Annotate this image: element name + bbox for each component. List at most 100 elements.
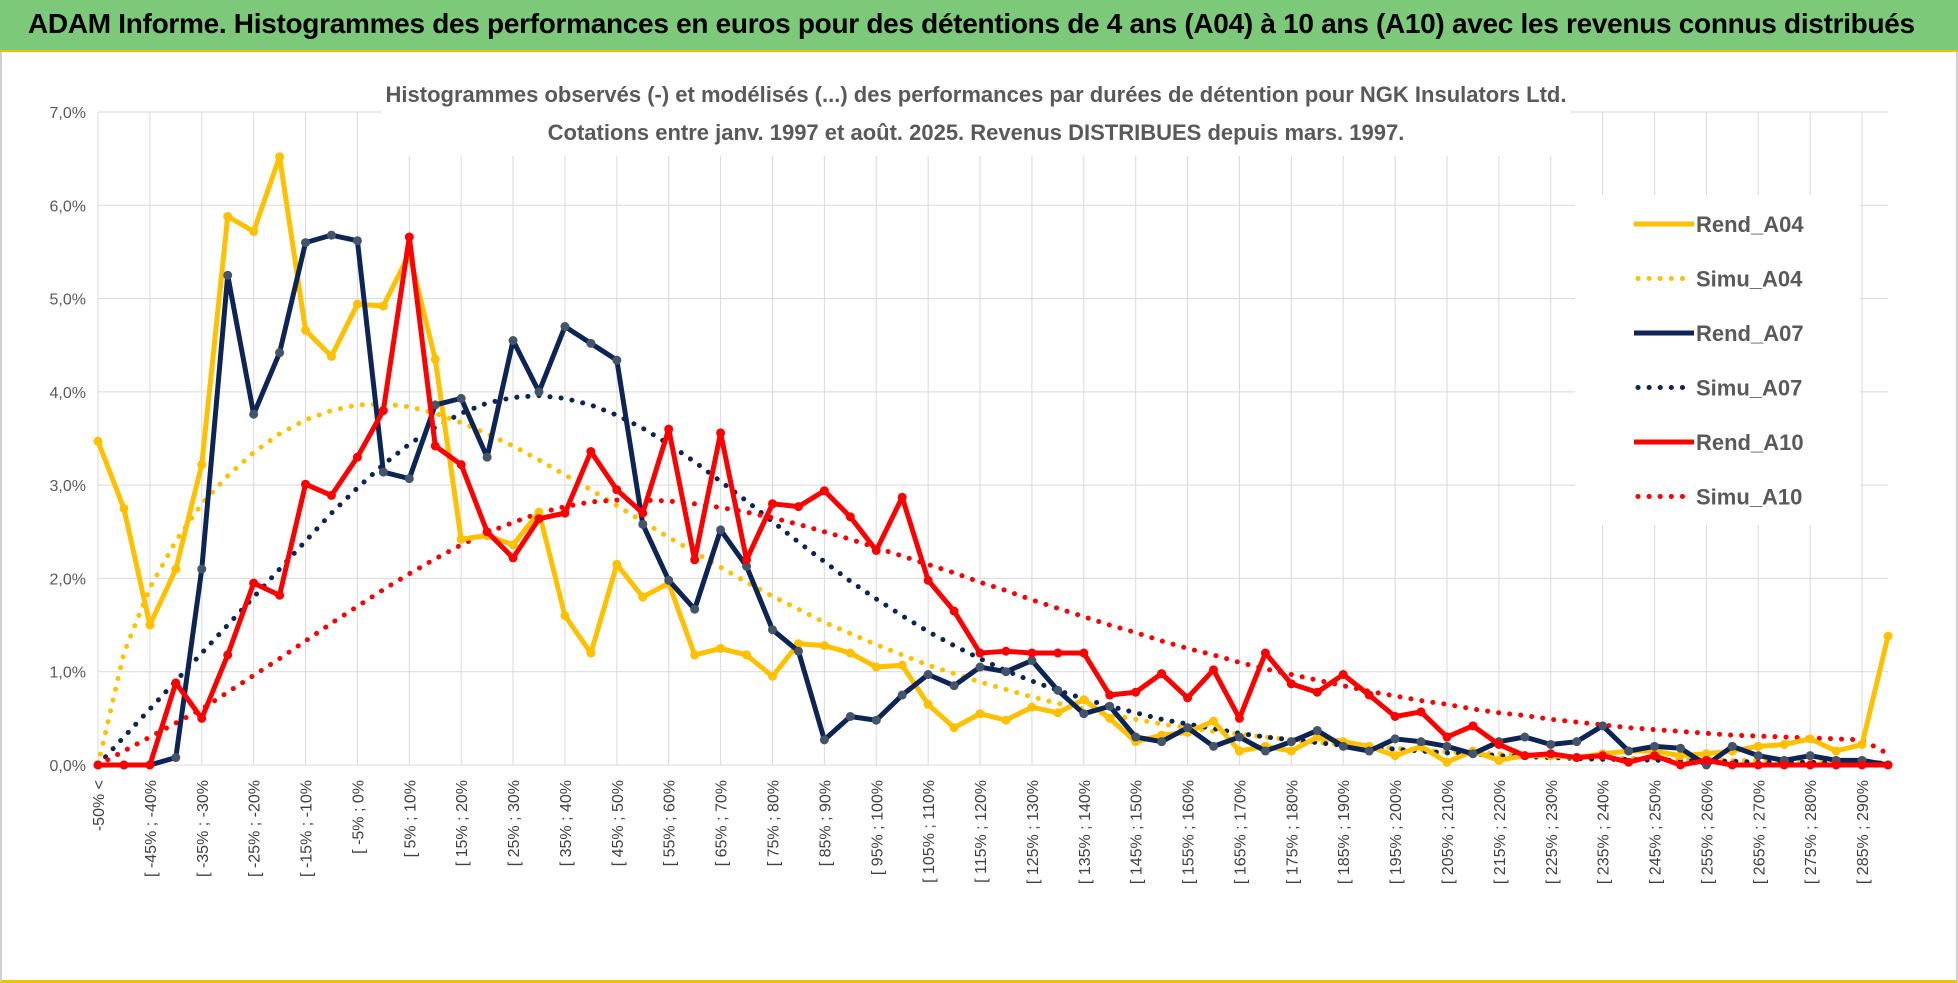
data-point-rend-a10: [1572, 753, 1582, 763]
data-point-rend-a10: [767, 499, 777, 509]
data-point-rend-a10: [1675, 760, 1685, 770]
y-tick-label: 3,0%: [50, 478, 86, 495]
y-tick-label: 1,0%: [50, 665, 86, 682]
x-tick-label: [ -15% ; -10%: [299, 780, 316, 877]
data-point-rend-a04: [249, 226, 259, 236]
data-point-rend-a10: [716, 428, 726, 438]
x-tick-label: [ 75% ; 80%: [765, 780, 782, 866]
data-point-rend-a04: [793, 639, 803, 649]
data-point-rend-a10: [560, 508, 570, 518]
legend-label-simu-a04: Simu_A04: [1696, 267, 1803, 292]
data-point-rend-a07: [897, 690, 907, 700]
data-point-rend-a10: [1753, 760, 1763, 770]
x-tick-label: [ 185% ; 190%: [1336, 780, 1353, 884]
data-point-rend-a10: [975, 648, 985, 658]
data-point-rend-a07: [456, 393, 466, 403]
data-point-rend-a10: [1390, 711, 1400, 721]
data-point-rend-a07: [197, 564, 207, 574]
data-point-rend-a07: [326, 230, 336, 240]
data-point-rend-a04: [560, 611, 570, 621]
data-point-rend-a04: [1753, 741, 1763, 751]
data-point-rend-a07: [975, 662, 985, 672]
data-point-rend-a04: [223, 211, 233, 221]
x-tick-label: [ 155% ; 160%: [1181, 780, 1198, 884]
x-tick-label: [ 225% ; 230%: [1544, 780, 1561, 884]
y-axis: 0,0% 1,0% 2,0% 3,0% 4,0% 5,0% 6,0% 7,0%: [50, 105, 86, 775]
data-point-rend-a10: [456, 460, 466, 470]
data-point-rend-a10: [1546, 749, 1556, 759]
data-point-rend-a07: [1131, 732, 1141, 742]
data-point-rend-a10: [1157, 669, 1167, 679]
data-point-rend-a07: [949, 681, 959, 691]
data-point-rend-a10: [1105, 690, 1115, 700]
data-point-rend-a04: [1779, 739, 1789, 749]
x-tick-label: [ 15% ; 20%: [454, 780, 471, 866]
data-point-rend-a04: [1857, 739, 1867, 749]
data-point-rend-a10: [1598, 751, 1608, 761]
data-point-rend-a10: [534, 514, 544, 524]
data-point-rend-a07: [1001, 667, 1011, 677]
data-point-rend-a07: [1364, 746, 1374, 756]
data-point-rend-a07: [638, 519, 648, 529]
data-point-rend-a07: [586, 338, 596, 348]
data-point-rend-a10: [1312, 687, 1322, 697]
data-point-rend-a07: [1416, 737, 1426, 747]
data-point-rend-a10: [1442, 732, 1452, 742]
data-point-rend-a07: [923, 670, 933, 680]
data-point-rend-a10: [378, 406, 388, 416]
data-point-rend-a04: [949, 723, 959, 733]
data-point-rend-a10: [1001, 646, 1011, 656]
y-tick-label: 7,0%: [50, 105, 86, 122]
data-point-rend-a10: [1131, 687, 1141, 697]
data-point-rend-a10: [326, 490, 336, 500]
data-point-rend-a07: [1079, 709, 1089, 719]
data-point-rend-a04: [1286, 746, 1296, 756]
x-tick-label: [ 35% ; 40%: [558, 780, 575, 866]
data-point-rend-a04: [1442, 757, 1452, 767]
data-point-rend-a04: [586, 648, 596, 658]
data-point-rend-a10: [1779, 760, 1789, 770]
x-tick-label: [ -45% ; -40%: [143, 780, 160, 877]
data-point-rend-a07: [1053, 685, 1063, 695]
data-point-rend-a07: [352, 236, 362, 246]
data-point-rend-a10: [249, 578, 259, 588]
data-point-rend-a07: [249, 409, 259, 419]
data-point-rend-a04: [1831, 746, 1841, 756]
x-tick-label: [ 145% ; 150%: [1129, 780, 1146, 884]
data-point-rend-a07: [508, 336, 518, 346]
chart-title-line-1: Histogrammes observés (-) et modélisés (…: [386, 82, 1567, 107]
data-point-rend-a10: [793, 502, 803, 512]
series-line-simu-a10: [95, 497, 1891, 768]
data-point-rend-a10: [1364, 690, 1374, 700]
x-tick-label: [ 125% ; 130%: [1025, 780, 1042, 884]
data-point-rend-a04: [430, 354, 440, 364]
x-tick-label: [ 165% ; 170%: [1232, 780, 1249, 884]
data-point-rend-a10: [1857, 760, 1867, 770]
data-point-rend-a07: [767, 625, 777, 635]
data-point-rend-a10: [871, 545, 881, 555]
data-point-rend-a04: [508, 540, 518, 550]
data-point-rend-a10: [819, 486, 829, 496]
data-point-rend-a10: [1650, 751, 1660, 761]
data-point-rend-a10: [1053, 648, 1063, 658]
x-tick-label: [ 135% ; 140%: [1077, 780, 1094, 884]
data-point-rend-a04: [275, 152, 285, 162]
data-point-rend-a07: [1286, 737, 1296, 747]
data-point-rend-a10: [586, 447, 596, 457]
data-point-rend-a10: [612, 485, 622, 495]
data-point-rend-a04: [1157, 730, 1167, 740]
data-point-rend-a10: [1701, 755, 1711, 765]
x-axis: -50% < [ -45% ; -40% [ -35% ; -30% [ -25% ;…: [91, 780, 1872, 884]
data-point-rend-a07: [171, 753, 181, 763]
x-tick-label: [ 205% ; 210%: [1440, 780, 1457, 884]
data-point-rend-a07: [430, 400, 440, 410]
data-point-rend-a10: [1286, 679, 1296, 689]
data-point-rend-a10: [1468, 721, 1478, 731]
data-point-rend-a07: [1183, 723, 1193, 733]
data-point-rend-a07: [1675, 743, 1685, 753]
data-point-rend-a04: [1001, 715, 1011, 725]
data-point-rend-a10: [223, 650, 233, 660]
data-point-rend-a07: [742, 561, 752, 571]
data-point-rend-a10: [197, 713, 207, 723]
data-point-rend-a10: [1416, 707, 1426, 717]
